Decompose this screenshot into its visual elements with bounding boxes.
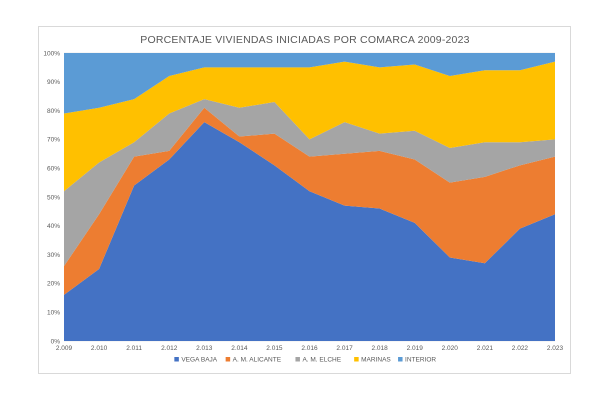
x-tick-label: 2.020: [442, 345, 459, 352]
legend-label-a-m-alicante: A. M. ALICANTE: [233, 357, 282, 364]
x-tick-label: 2.014: [231, 345, 248, 352]
x-tick-label: 2.018: [372, 345, 389, 352]
legend-swatch-marinas: [354, 357, 359, 362]
y-tick-label: 0%: [51, 338, 61, 345]
y-tick-label: 50%: [47, 194, 60, 201]
x-tick-label: 2.023: [547, 345, 564, 352]
legend-swatch-a-m-elche: [295, 357, 300, 362]
x-tick-label: 2.016: [301, 345, 318, 352]
legend-label-vega-baja: VEGA BAJA: [181, 357, 217, 364]
x-tick-label: 2.019: [407, 345, 424, 352]
x-tick-label: 2.015: [266, 345, 283, 352]
legend-label-interior: INTERIOR: [405, 357, 436, 364]
legend-swatch-vega-baja: [174, 357, 179, 362]
y-tick-label: 80%: [47, 108, 60, 115]
x-tick-label: 2.021: [477, 345, 494, 352]
x-tick-label: 2.010: [91, 345, 108, 352]
legend-swatch-a-m-alicante: [225, 357, 231, 362]
legend-label-marinas: MARINAS: [361, 357, 391, 364]
legend-label-a-m-elche: A. M. ELCHE: [302, 357, 341, 364]
area-a-m-elche: [64, 99, 555, 267]
x-tick-label: 2.022: [512, 345, 529, 352]
legend-swatch-interior: [398, 357, 403, 362]
area-a-m-alicante: [64, 107, 555, 295]
y-tick-label: 30%: [47, 252, 60, 259]
y-tick-label: 10%: [47, 310, 60, 317]
area-vega-baja: [64, 122, 555, 342]
y-tick-label: 60%: [47, 166, 60, 173]
x-tick-label: 2.009: [56, 345, 73, 352]
y-axis: 0% 10% 20% 30% 40% 50% 60% 70% 80% 90% 100%: [43, 50, 60, 345]
x-tick-label: 2.012: [161, 345, 178, 352]
y-tick-label: 40%: [47, 223, 60, 230]
x-tick-label: 2.011: [126, 345, 142, 352]
y-tick-label: 90%: [47, 79, 60, 86]
area-interior: [64, 53, 555, 114]
y-tick-label: 70%: [47, 137, 60, 144]
y-tick-label: 20%: [47, 281, 60, 288]
chart-title: PORCENTAJE VIVIENDAS INICIADAS POR COMAR…: [140, 34, 469, 46]
legend: VEGA BAJA A. M. ALICANTE A. M. ELCHE MARINA…: [174, 357, 436, 364]
area-series: [64, 53, 555, 342]
y-tick-label: 100%: [43, 50, 60, 57]
area-marinas: [64, 61, 555, 192]
x-axis: 2.009 2.010 2.011 2.012 2.013 2.014 2.015 2.016…: [56, 345, 564, 352]
x-tick-label: 2.013: [196, 345, 213, 352]
x-tick-label: 2.017: [336, 345, 353, 352]
